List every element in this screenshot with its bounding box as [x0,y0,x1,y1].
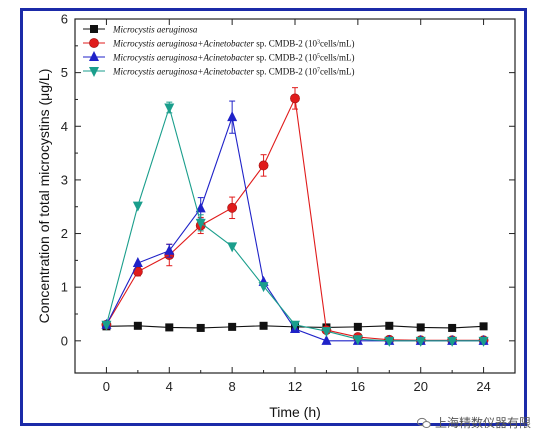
data-point [321,327,332,338]
series-4 [101,101,489,347]
legend-swatch-marker [89,38,99,48]
x-tick-label: 24 [476,379,490,394]
y-tick-label: 4 [61,119,68,134]
x-tick-label: 0 [103,379,110,394]
data-point [101,320,112,331]
data-point [353,322,362,331]
data-point [352,335,363,346]
series-line [105,96,484,341]
y-tick-label: 3 [61,172,68,187]
data-point [385,321,394,330]
legend-label: Microcystis aeruginosa+Acinetobacter sp.… [112,67,354,77]
y-tick-label: 1 [61,280,68,295]
x-tick-label: 16 [351,379,365,394]
legend-label: Microcystis aeruginosa [112,25,198,35]
data-point [227,202,238,213]
series-line [105,105,484,342]
y-tick-label: 6 [61,12,68,27]
x-tick-label: 8 [229,379,236,394]
legend-label: Microcystis aeruginosa+Acinetobacter sp.… [112,53,354,63]
data-point [415,336,426,347]
data-point [259,321,268,330]
data-point [164,244,175,255]
x-tick-label: 4 [166,379,173,394]
y-tick-label: 0 [61,333,68,348]
figure-frame: 0 4 8 12 16 20 24 0 1 2 3 4 5 6 Time (h) Concentration … [20,8,527,426]
data-point [384,336,395,347]
data-point [416,323,425,332]
wechat-logo-icon [416,417,431,428]
data-point [196,323,205,332]
series-2 [101,87,489,346]
data-point [258,160,269,171]
data-point [478,336,489,347]
data-point [448,323,457,332]
watermark: 上海精数仪器有限 [416,414,531,431]
data-point [164,103,175,114]
legend: Microcystis aeruginosa Microcystis aerugi… [83,25,354,77]
data-point [227,242,238,253]
data-point [132,257,143,268]
y-tick-label: 5 [61,65,68,80]
x-tick-label: 12 [288,379,302,394]
data-point [133,321,142,330]
data-point [321,334,332,345]
data-point [447,336,458,347]
y-axis-title: Concentration of total microcystins (μg/… [36,69,52,324]
x-tick-label: 20 [413,379,427,394]
legend-swatch-marker [89,67,99,77]
data-point [290,93,300,104]
data-point [479,322,488,331]
y-tick-label: 2 [61,226,68,241]
x-axis-title: Time (h) [269,404,321,420]
watermark-text: 上海精数仪器有限 [434,416,531,430]
data-point [165,323,174,332]
data-point [228,322,237,331]
legend-swatch-marker [90,25,98,33]
data-point [195,202,206,213]
series-line [105,115,484,342]
legend-label: Microcystis aeruginosa+Acinetobacter sp.… [112,39,354,49]
data-point [227,111,238,122]
legend-swatch-marker [89,51,99,61]
data-point [290,320,300,331]
data-point [195,218,206,229]
data-point [258,282,269,293]
data-point [132,201,143,212]
